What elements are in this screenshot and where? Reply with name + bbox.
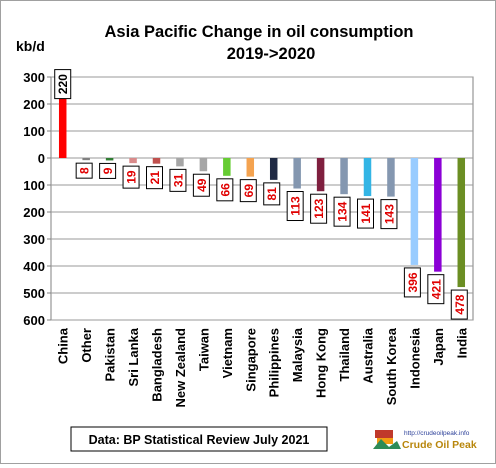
y-tick-label: 0 [38,151,45,166]
data-label-text: 49 [195,178,209,192]
bar-australia [363,158,372,197]
category-label: Indonesia [407,327,422,388]
category-label: India [454,327,469,358]
category-label: China [56,327,71,364]
y-tick-label: 100 [23,178,45,193]
data-label-text: 134 [336,201,350,221]
logo-url: http://crudeoilpeak.info [404,430,470,437]
data-label: 220 [54,69,72,100]
bar-new-zealand [176,158,184,167]
data-label: 134 [333,196,351,227]
data-label-text: 9 [101,167,115,174]
y-tick-label: 400 [23,259,45,274]
data-label: 69 [239,179,257,203]
category-label: Australia [361,327,376,383]
data-label: 9 [99,162,117,179]
category-label: Philippines [267,328,282,397]
y-tick-label: 200 [23,97,45,112]
data-label-text: 220 [56,74,70,94]
bars [58,98,466,288]
data-label: 66 [216,178,234,202]
bar-south-korea [387,158,395,197]
category-label: Pakistan [103,328,118,382]
y-axis-unit: kb/d [16,38,45,54]
bar-pakistan [105,158,114,161]
category-label: Thailand [337,328,352,382]
data-label-text: 8 [78,167,92,174]
data-label-text: 21 [148,171,162,185]
category-label: Singapore [243,328,258,392]
data-label-text: 69 [242,184,256,198]
source-text: Data: BP Statistical Review July 2021 [89,433,310,447]
data-label: 123 [310,193,328,224]
data-label: 141 [357,198,374,229]
data-label-text: 31 [171,173,185,187]
data-label-text: 421 [429,279,443,299]
data-label: 478 [450,289,468,320]
data-label-text: 143 [382,204,396,224]
category-label: South Korea [384,327,399,405]
bar-other [82,158,90,161]
bar-japan [434,158,442,272]
logo-name: Crude Oil Peak [402,439,477,451]
chart-title-line2: 2019->2020 [227,45,316,63]
data-label: 8 [75,162,93,179]
gridlines [47,76,473,321]
bar-bangladesh [152,158,161,164]
data-label: 81 [263,182,281,206]
data-label-text: 478 [453,294,467,314]
chart-title-line1: Asia Pacific Change in oil consumption [105,23,414,41]
bar-thailand [340,158,348,195]
data-label: 113 [286,191,304,222]
data-label-text: 81 [265,187,279,201]
category-label: Hong Kong [314,328,329,398]
y-tick-labels: 300 200 100 0 100 200 300 400 500 600 [23,70,45,328]
data-label: 421 [427,274,445,305]
category-labels: China Other Pakistan Sri Lanka Bangladesh New… [56,327,470,407]
data-label: 49 [192,173,210,197]
y-tick-label: 500 [23,286,45,301]
data-label: 21 [146,166,163,190]
category-label: Other [79,328,94,363]
data-label: 31 [169,168,187,192]
category-label: Taiwan [196,328,211,371]
y-tick-label: 300 [23,232,45,247]
data-label-text: 141 [359,203,373,223]
data-label-text: 123 [312,198,326,218]
y-tick-label: 200 [23,205,45,220]
data-label-text: 19 [125,170,139,184]
data-label: 396 [403,267,421,298]
crude-oil-peak-logo: http://crudeoilpeak.info Crude Oil Peak [373,430,477,451]
category-label: Japan [431,328,446,366]
y-tick-label: 100 [23,124,45,139]
category-label: New Zealand [173,328,188,408]
y-tick-label: 300 [23,70,45,85]
y-tick-label: 600 [23,313,45,328]
bar-philippines [269,158,278,180]
bar-hong-kong [316,158,325,192]
bar-singapore [246,158,255,177]
data-label: 19 [122,165,140,189]
source-box: Data: BP Statistical Review July 2021 [70,426,328,452]
bar-sri-lanka [129,158,137,164]
bar-china [58,98,67,158]
category-label: Sri Lanka [126,327,141,386]
category-label: Malaysia [290,327,305,382]
bar-india [457,158,466,288]
bar-malaysia [293,158,301,189]
category-label: Bangladesh [150,328,165,402]
category-label: Vietnam [220,328,235,378]
data-label: 143 [380,199,398,230]
bar-vietnam [223,158,231,176]
data-label-text: 396 [406,272,420,292]
data-labels: 220 8 9 19 21 31 49 66 69 81 113 123 134 141 143 396 421… [54,69,468,320]
bar-taiwan [199,158,208,172]
bar-indonesia [410,158,419,265]
data-label-text: 66 [218,183,232,197]
data-label-text: 113 [289,196,303,216]
